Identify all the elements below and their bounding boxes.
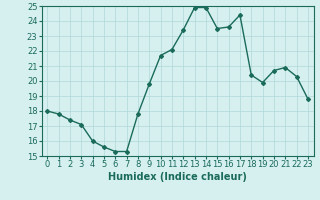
X-axis label: Humidex (Indice chaleur): Humidex (Indice chaleur): [108, 172, 247, 182]
